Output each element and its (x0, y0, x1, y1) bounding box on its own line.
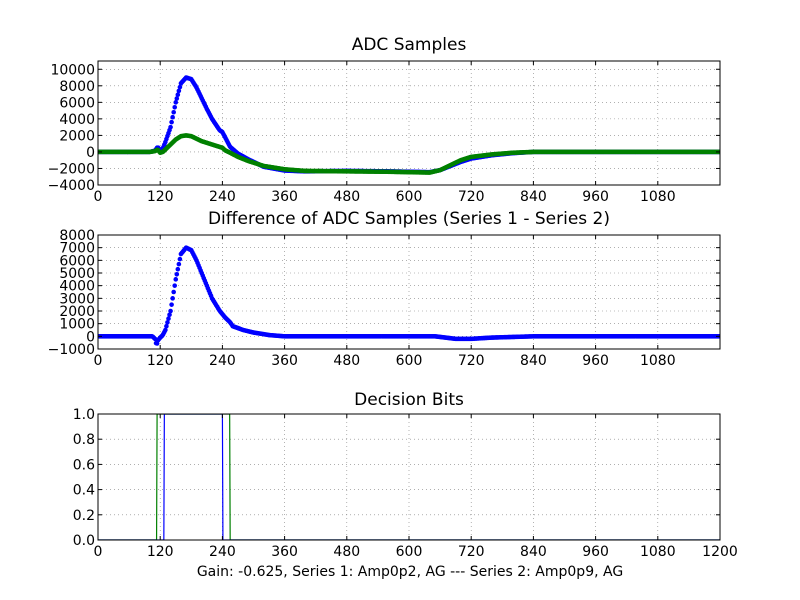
data-point (170, 114, 175, 120)
x-tick-label: 600 (396, 189, 423, 205)
x-tick-label: 1200 (702, 544, 738, 560)
data-point (177, 84, 183, 90)
x-tick-label: 960 (582, 353, 609, 369)
y-tick-label: 0.4 (73, 483, 95, 499)
chart-title: Decision Bits (354, 390, 464, 410)
y-tick-label: 4000 (59, 112, 95, 128)
data-point (164, 323, 169, 329)
x-tick-label: 1080 (640, 353, 676, 369)
y-tick-label: 4000 (59, 279, 95, 295)
x-tick-label: 600 (396, 353, 423, 369)
y-tick-label: 2000 (59, 304, 95, 320)
data-point (163, 327, 168, 333)
x-tick-label: 840 (520, 544, 547, 560)
series-1 (98, 245, 720, 346)
y-tick-label: 3000 (59, 291, 95, 307)
x-tick-label: 720 (458, 353, 485, 369)
chart-title: Difference of ADC Samples (Series 1 - Se… (208, 209, 610, 229)
data-point (168, 124, 173, 130)
series-line-2 (98, 414, 720, 540)
x-tick-label: 0 (94, 189, 103, 205)
data-point (177, 256, 183, 262)
x-tick-label: 240 (209, 189, 236, 205)
series-1 (98, 75, 720, 175)
panel-difference: Difference of ADC Samples (Series 1 - Se… (48, 209, 721, 369)
series-2 (98, 133, 720, 175)
x-tick-label: 120 (147, 353, 174, 369)
y-tick-label: 0 (86, 145, 95, 161)
y-tick-label: 8000 (59, 79, 95, 95)
data-point (176, 261, 182, 267)
y-tick-label: 6000 (59, 253, 95, 269)
y-tick-label: 6000 (59, 95, 95, 111)
y-tick-label: 0.6 (73, 457, 95, 473)
x-tick-label: 480 (333, 189, 360, 205)
data-point (175, 92, 181, 98)
data-point (172, 283, 178, 288)
y-tick-label: 1000 (59, 317, 95, 333)
y-tick-label: 5000 (59, 266, 95, 282)
x-tick-label: 840 (520, 353, 547, 369)
x-tick-label: 240 (209, 544, 236, 560)
data-point (166, 316, 171, 321)
y-tick-label: 0.0 (73, 533, 95, 549)
y-tick-label: 10000 (50, 62, 95, 78)
x-tick-label: 240 (209, 353, 236, 369)
data-point (173, 277, 179, 282)
x-tick-label: 360 (271, 189, 298, 205)
x-tick-label: 480 (333, 544, 360, 560)
y-tick-label: 2000 (59, 128, 95, 144)
y-tick-label: −4000 (48, 178, 95, 194)
x-tick-label: 1080 (640, 544, 676, 560)
data-point (175, 266, 181, 272)
panel-decision-bits: Decision Bits 0 120 240 360 480 600 720 840 960 1… (73, 390, 738, 560)
data-point (171, 109, 176, 115)
y-tick-label: −1000 (48, 342, 95, 358)
y-tick-label: 8000 (59, 228, 95, 244)
data-point (171, 289, 176, 295)
axes-frame (97, 413, 721, 541)
data-point (170, 296, 175, 301)
x-tick-label: 120 (147, 544, 174, 560)
panel-adc-samples: ADC Samples 0 120 240 360 480 600 720 840 960 108… (48, 35, 721, 205)
data-point (165, 320, 170, 325)
y-tick-label: 0.8 (73, 432, 95, 448)
x-tick-label: 360 (271, 353, 298, 369)
data-point (169, 119, 174, 125)
data-point (174, 271, 180, 277)
data-point (172, 104, 178, 110)
x-tick-label: 1080 (640, 189, 676, 205)
chart-title: ADC Samples (352, 35, 467, 55)
x-tick-label: 360 (271, 544, 298, 560)
x-tick-label: 0 (94, 353, 103, 369)
data-point (176, 88, 182, 94)
x-tick-label: 960 (582, 544, 609, 560)
figure-caption: Gain: -0.625, Series 1: Amp0p2, AG --- S… (197, 564, 623, 580)
x-tick-label: 480 (333, 353, 360, 369)
y-tick-label: 7000 (59, 241, 95, 257)
y-tick-label: 0.2 (73, 508, 95, 524)
y-tick-label: −2000 (48, 161, 95, 177)
x-tick-label: 120 (147, 189, 174, 205)
x-tick-label: 720 (458, 189, 485, 205)
y-tick-label: 1.0 (73, 407, 95, 423)
x-tick-label: 960 (582, 189, 609, 205)
x-tick-label: 840 (520, 189, 547, 205)
series-line-1 (98, 414, 720, 540)
y-tick-label: 0 (86, 329, 95, 345)
data-point (174, 96, 180, 101)
data-point (173, 100, 179, 105)
x-tick-label: 720 (458, 544, 485, 560)
data-point (168, 308, 173, 314)
data-point (169, 302, 174, 307)
x-tick-label: 600 (396, 544, 423, 560)
data-point (167, 312, 172, 318)
x-tick-label: 0 (94, 544, 103, 560)
